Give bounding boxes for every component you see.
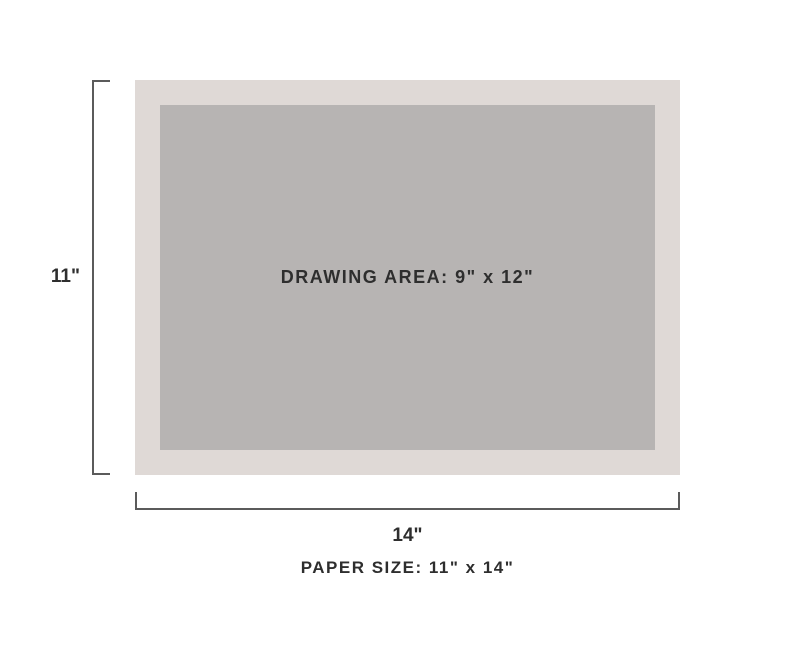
drawing-area-label: DRAWING AREA: 9" x 12" <box>281 267 534 288</box>
drawing-area-rect: DRAWING AREA: 9" x 12" <box>160 105 655 450</box>
height-dimension-bracket <box>92 80 110 475</box>
height-dimension-label: 11" <box>20 266 80 288</box>
width-dimension-bracket <box>135 492 680 510</box>
width-dimension-label: 14" <box>135 525 680 547</box>
diagram-canvas: DRAWING AREA: 9" x 12" 11" 14" PAPER SIZ… <box>0 0 800 650</box>
paper-size-caption: PAPER SIZE: 11" x 14" <box>135 558 680 578</box>
